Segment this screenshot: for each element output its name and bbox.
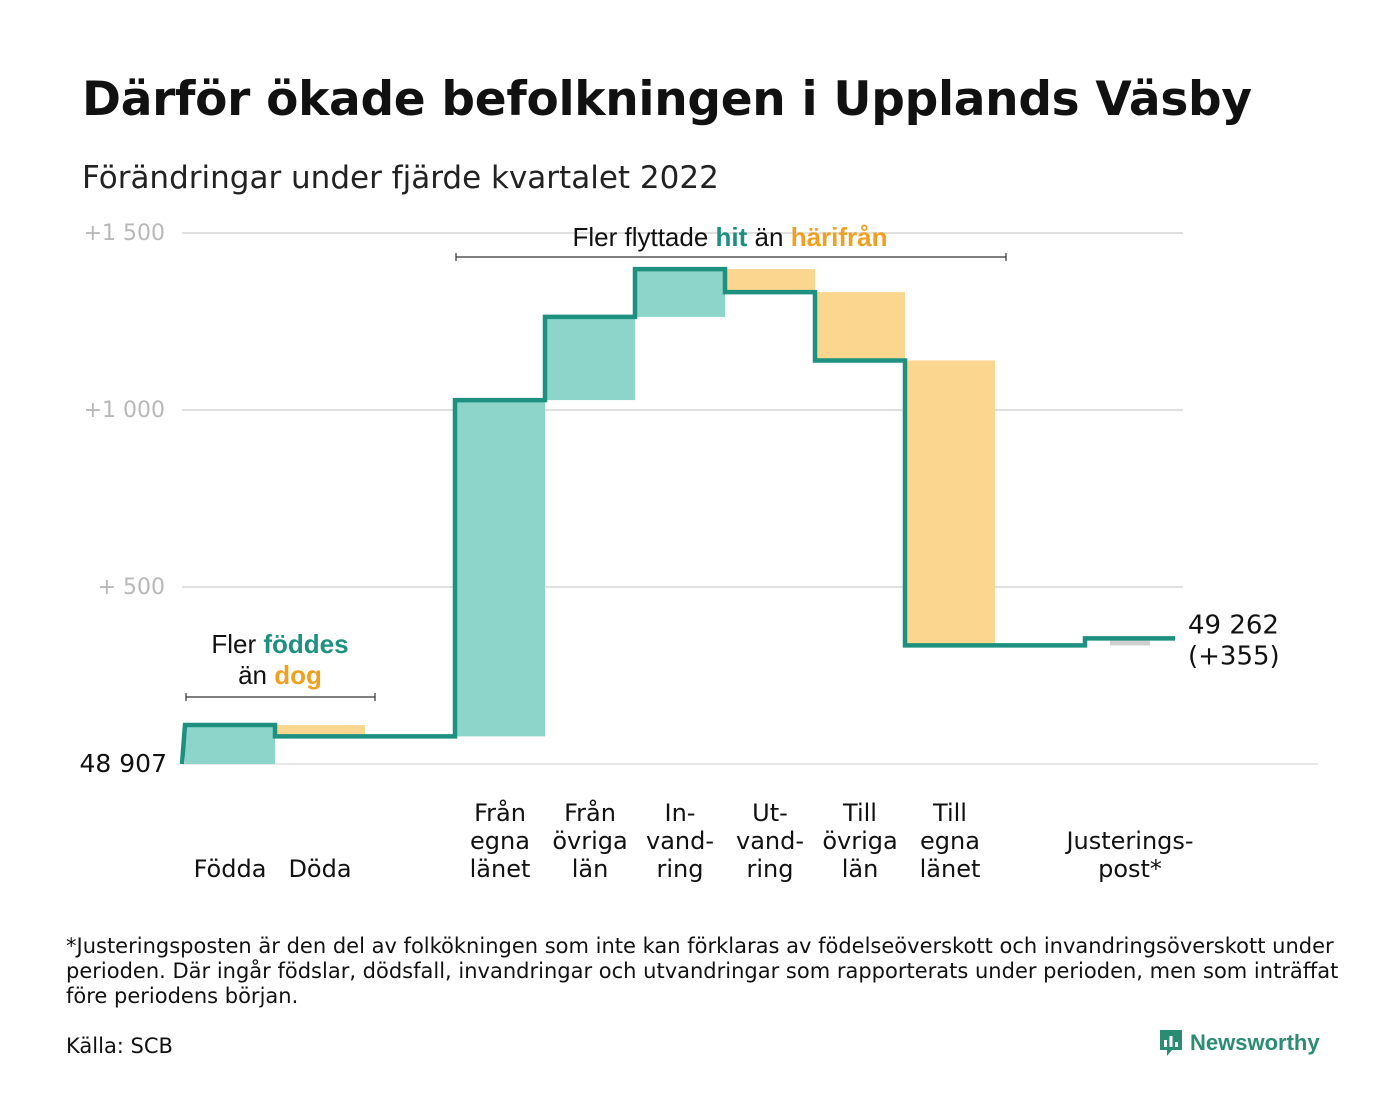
x-label-line: ring xyxy=(657,855,704,883)
births-annotation-line1-part: Fler xyxy=(211,629,263,659)
bar-10 xyxy=(1110,638,1150,646)
source-label: Källa: SCB xyxy=(66,1034,173,1058)
x-label-line: Från xyxy=(474,798,526,827)
x-label-line: ring xyxy=(747,855,794,883)
bar-0 xyxy=(185,725,275,764)
x-label-line: Döda xyxy=(288,855,351,883)
x-label-line: Till xyxy=(842,799,877,827)
brand-name: Newsworthy xyxy=(1190,1030,1320,1055)
x-label-line: län xyxy=(572,855,609,883)
y-tick-label: +1 000 xyxy=(84,398,165,423)
x-label-line: Till xyxy=(932,799,967,827)
newsworthy-logo: Newsworthy xyxy=(1158,1028,1320,1058)
x-label-line: Justerings- xyxy=(1064,827,1193,855)
moves-annotation-part: än xyxy=(747,222,790,252)
x-label-line: län xyxy=(842,855,879,883)
base-value-label: 48 907 xyxy=(80,749,167,778)
births-annotation-line2-part: dog xyxy=(274,660,322,690)
x-label-line: post* xyxy=(1098,855,1162,883)
x-label-line: övriga xyxy=(822,827,897,855)
bar-4 xyxy=(545,316,635,401)
end-value-label: 49 262 xyxy=(1188,610,1279,640)
bar-chart-speech-icon xyxy=(1160,1030,1182,1056)
y-tick-label: +1 500 xyxy=(84,221,165,246)
y-tick-label: + 500 xyxy=(98,575,165,600)
births-annotation-line1: Fler föddes xyxy=(211,629,348,659)
x-label-line: vand- xyxy=(646,827,714,855)
bar-8 xyxy=(905,360,995,646)
moves-annotation-part: härifrån xyxy=(791,222,888,252)
bar-1 xyxy=(275,725,365,737)
births-annotation-line2: än dog xyxy=(238,660,322,690)
x-label-line: övriga xyxy=(552,827,627,855)
x-label-line: Ut- xyxy=(752,799,788,827)
footnote: *Justeringsposten är den del av folkökni… xyxy=(66,934,1339,1008)
bar-7 xyxy=(815,292,905,361)
chart-subtitle: Förändringar under fjärde kvartalet 2022 xyxy=(82,160,719,196)
bar-6 xyxy=(725,269,815,293)
x-label-line: länet xyxy=(470,855,531,883)
y-tick-labels: + 500 +1 000 +1 500 xyxy=(84,221,165,600)
x-label-line: länet xyxy=(920,855,981,883)
chart-title: Därför ökade befolkningen i Upplands Väs… xyxy=(82,72,1252,127)
moves-annotation: Fler flyttade hit än härifrån xyxy=(572,222,887,252)
x-label-line: vand- xyxy=(736,827,804,855)
waterfall-chart: + 500+1 000+1 500 Födda DödaFrånegnalänet… xyxy=(80,221,1318,883)
x-label-line: egna xyxy=(470,827,530,855)
x-category-labels: Födda DödaFrånegnalänetFrånövrigalänIn-va… xyxy=(194,798,1194,883)
running-total-line xyxy=(179,266,1175,765)
x-label-line: egna xyxy=(920,827,980,855)
x-label-line: In- xyxy=(665,799,696,827)
bar-5 xyxy=(635,269,725,317)
bar-3 xyxy=(455,400,545,737)
x-label-line: Födda xyxy=(194,855,267,883)
gridlines xyxy=(182,232,1318,765)
births-annotation-line1-part: föddes xyxy=(263,629,348,659)
end-change-label: (+355) xyxy=(1188,641,1280,671)
x-label-line: Från xyxy=(564,798,616,827)
moves-annotation-part: Fler flyttade xyxy=(572,222,715,252)
births-annotation-line2-part: än xyxy=(238,660,274,690)
bars xyxy=(185,269,1150,764)
moves-annotation-part: hit xyxy=(716,222,748,252)
